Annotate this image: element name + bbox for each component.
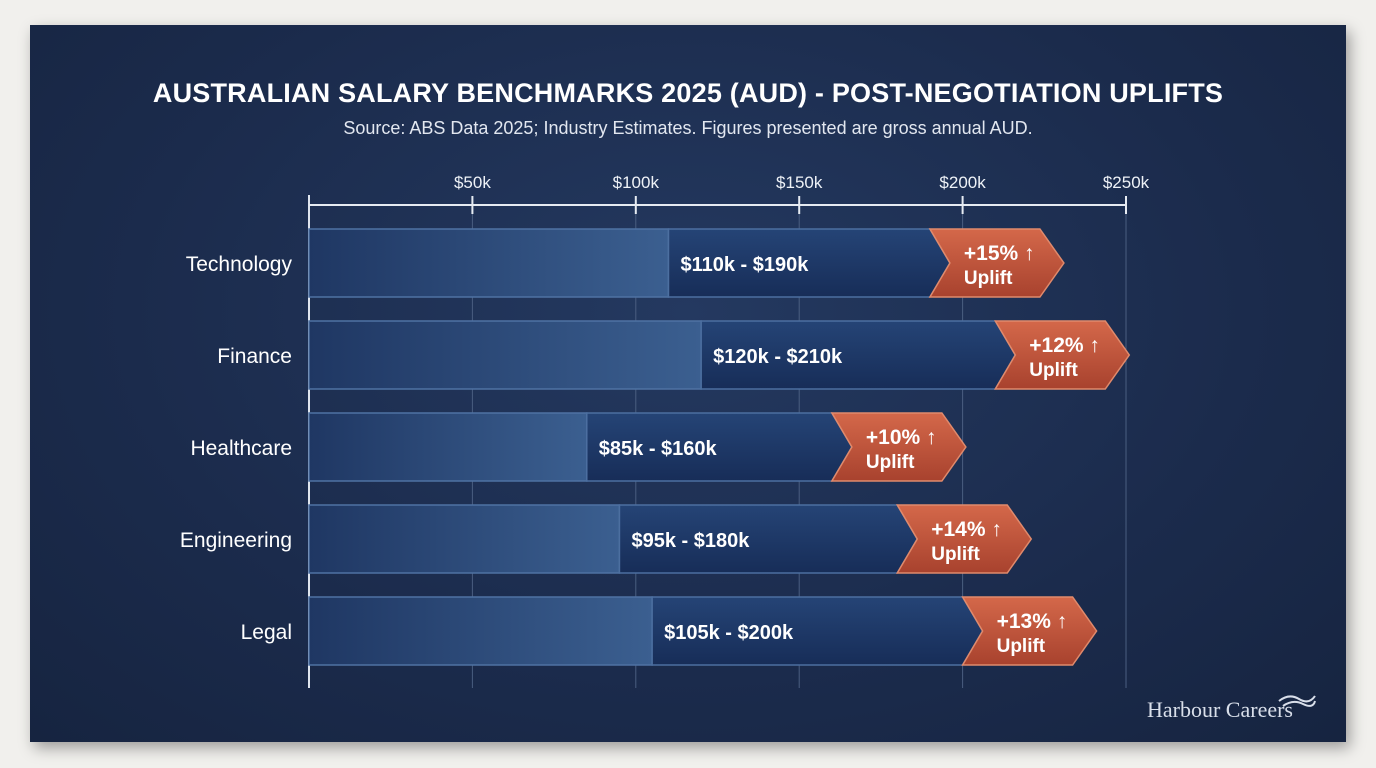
chart-title: AUSTRALIAN SALARY BENCHMARKS 2025 (AUD) … [152,78,1224,108]
category-label: Finance [217,345,292,368]
bar-base [308,412,588,482]
uplift-label: Uplift [964,268,1013,289]
uplift-badge [830,412,967,482]
x-tick-label: $50k [454,173,491,192]
x-tick-label: $150k [776,173,823,192]
uplift-label: Uplift [997,636,1046,657]
bar-base [308,504,621,574]
category-label: Technology [186,253,293,276]
range-label: $95k - $180k [631,530,750,552]
uplift-label: Uplift [1029,360,1078,381]
uplift-label: Uplift [866,452,915,473]
uplift-badge [993,320,1131,390]
bar-base [308,228,670,298]
chart-subtitle: Source: ABS Data 2025; Industry Estimate… [343,118,1033,138]
uplift-value: +10% ↑ [866,426,937,449]
range-label: $120k - $210k [713,346,843,368]
bar-base [308,596,653,666]
uplift-value: +12% ↑ [1029,334,1100,357]
uplift-badge [895,504,1033,574]
wave-icon [1278,695,1316,707]
brand-logo: Harbour Careers [1147,695,1316,723]
category-label: Legal [241,621,292,644]
uplift-badge [928,228,1065,298]
uplift-value: +14% ↑ [931,518,1002,541]
range-label: $105k - $200k [664,622,794,644]
range-label: $85k - $160k [599,438,718,460]
category-label: Healthcare [190,437,292,460]
range-label: $110k - $190k [680,254,809,276]
uplift-value: +13% ↑ [997,610,1068,633]
brand-name: Harbour Careers [1147,697,1293,722]
x-tick-label: $250k [1103,173,1150,192]
x-tick-label: $200k [939,173,986,192]
uplift-value: +15% ↑ [964,242,1035,265]
bar-base [308,320,702,390]
uplift-label: Uplift [931,544,980,565]
category-label: Engineering [180,529,292,552]
uplift-badge [961,596,1098,666]
x-tick-label: $100k [613,173,660,192]
